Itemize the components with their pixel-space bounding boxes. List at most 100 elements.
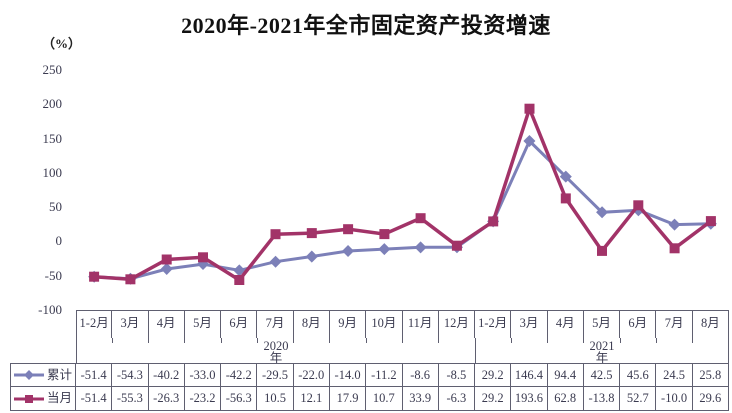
month-label: 11月 xyxy=(402,310,439,338)
year-group-label: 2021 年 xyxy=(475,338,729,363)
month-separator-tick xyxy=(692,338,694,343)
value-cell: 146.4 xyxy=(511,363,548,387)
month-separator-tick xyxy=(256,338,258,343)
value-cell: -8.6 xyxy=(402,363,439,387)
x-axis-data-table: 1-2月 3月 4月 5月 6月 7月 8月 9月 10月 11月 12月 1-2月 3月 4月 5月 6月 7… xyxy=(10,310,729,411)
square-marker xyxy=(270,229,281,240)
value-cell: -10.0 xyxy=(656,387,693,411)
value-cell: -56.3 xyxy=(221,387,258,411)
square-marker xyxy=(379,229,390,240)
diamond-marker xyxy=(342,244,355,258)
value-cell: -26.3 xyxy=(148,387,185,411)
diamond-marker xyxy=(160,262,173,275)
month-separator-tick xyxy=(619,338,621,343)
month-label: 1-2月 xyxy=(76,310,113,338)
value-cell: -51.4 xyxy=(76,387,113,411)
y-tick-label: 250 xyxy=(42,62,63,77)
month-label: 7月 xyxy=(257,310,294,338)
value-cell: 29.6 xyxy=(692,387,729,411)
month-label: 10月 xyxy=(366,310,403,338)
y-tick-label: 200 xyxy=(42,96,63,112)
month-label: 3月 xyxy=(112,310,149,338)
month-label: 5月 xyxy=(184,310,222,338)
value-cell: 42.5 xyxy=(583,363,621,387)
legend-label: 累计 xyxy=(46,367,72,382)
square-marker xyxy=(597,245,607,256)
legend-label: 当月 xyxy=(46,391,72,405)
month-separator-tick xyxy=(438,338,440,343)
month-separator-tick xyxy=(510,338,512,343)
month-label: 7月 xyxy=(656,310,693,338)
month-label: 12月 xyxy=(438,310,476,338)
square-marker xyxy=(89,271,100,282)
month-separator-tick xyxy=(583,338,585,343)
month-label: 4月 xyxy=(148,310,185,338)
value-cell: 33.9 xyxy=(402,387,439,411)
month-label: 3月 xyxy=(511,310,548,338)
value-cell: 52.7 xyxy=(620,387,657,411)
square-marker xyxy=(705,216,716,227)
month-separator-tick xyxy=(547,338,549,343)
value-cell: 12.1 xyxy=(293,387,330,411)
value-cell: 29.2 xyxy=(475,387,512,411)
diamond-marker xyxy=(378,243,391,256)
value-cell: -51.4 xyxy=(76,363,113,387)
chart-title: 2020年-2021年全市固定资产投资增速 xyxy=(181,13,551,38)
value-cell: -29.5 xyxy=(257,363,294,387)
month-separator-tick xyxy=(329,338,331,343)
value-cell: 193.6 xyxy=(511,387,548,411)
month-separator-tick xyxy=(365,338,367,343)
square-marker xyxy=(306,228,317,239)
month-label: 5月 xyxy=(583,310,621,338)
square-marker xyxy=(125,274,136,285)
y-tick-label: -50 xyxy=(44,267,62,283)
square-legend-icon xyxy=(13,394,44,403)
diamond-marker xyxy=(559,170,572,183)
month-label: 8月 xyxy=(692,310,729,338)
square-marker xyxy=(524,103,535,114)
month-separator-tick xyxy=(220,338,222,343)
y-axis-unit-label: （%） xyxy=(42,36,82,51)
month-label: 1-2月 xyxy=(475,310,512,338)
diamond-marker xyxy=(269,255,282,268)
value-cell: 94.4 xyxy=(547,363,584,387)
diamond-marker xyxy=(305,250,318,263)
value-cell: -22.0 xyxy=(293,363,330,387)
value-cell: 25.8 xyxy=(692,363,729,387)
month-label: 8月 xyxy=(293,310,330,338)
value-cell: -54.3 xyxy=(112,363,149,387)
square-marker xyxy=(669,243,680,254)
line-plot xyxy=(88,103,717,285)
value-cell: 45.6 xyxy=(620,363,657,387)
value-cell: 10.5 xyxy=(257,387,294,411)
value-cell: -8.5 xyxy=(438,363,476,387)
legend-item-monthly: 当月 xyxy=(10,387,76,411)
diamond-legend-icon xyxy=(13,370,44,380)
y-tick-label: -100 xyxy=(38,302,62,317)
month-label: 6月 xyxy=(620,310,657,338)
square-marker xyxy=(415,213,426,224)
month-separator-tick xyxy=(293,338,295,343)
square-marker xyxy=(343,224,354,235)
square-marker xyxy=(488,216,499,227)
square-marker xyxy=(198,252,208,263)
month-separator-tick xyxy=(111,338,113,343)
month-separator-tick xyxy=(148,338,150,343)
value-cell: -23.2 xyxy=(184,387,222,411)
value-cell: 62.8 xyxy=(547,387,584,411)
diamond-marker xyxy=(668,218,681,231)
legend-item-cumulative: 累计 xyxy=(10,363,76,387)
value-cell: 29.2 xyxy=(475,363,512,387)
value-cell: 17.9 xyxy=(329,387,367,411)
corner-spacer xyxy=(10,310,76,338)
value-cell: -14.0 xyxy=(329,363,367,387)
month-label: 9月 xyxy=(329,310,367,338)
value-cell: -40.2 xyxy=(148,363,185,387)
series-cumulative xyxy=(88,134,717,285)
square-marker xyxy=(234,275,245,285)
y-axis: 250 200 150 100 50 0 -50 -100 xyxy=(0,0,62,320)
month-separator-tick xyxy=(655,338,657,343)
value-cell: -42.2 xyxy=(221,363,258,387)
y-tick-label: 0 xyxy=(55,233,63,249)
year-group-label: 2020 年 xyxy=(76,338,475,363)
